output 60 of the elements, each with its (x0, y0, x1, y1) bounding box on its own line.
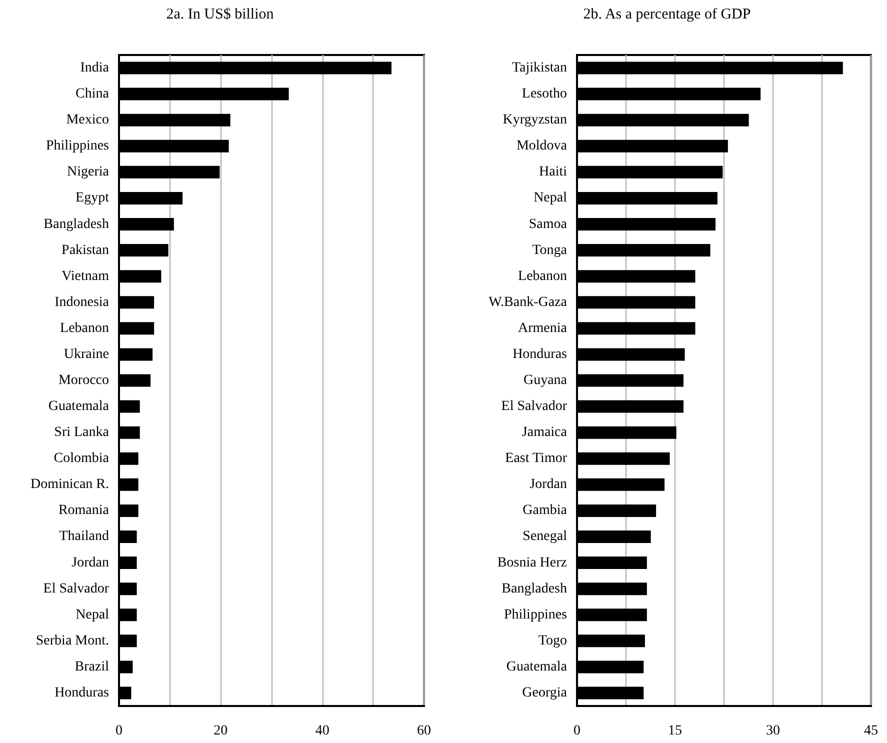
y-tick-label: Senegal (522, 529, 568, 544)
y-tick-label: Bangladesh (502, 581, 567, 596)
y-tick-label: Morocco (58, 373, 109, 388)
x-tick-label: 15 (668, 724, 682, 738)
y-tick-label: El Salvador (501, 399, 568, 414)
y-tick-label: Sri Lanka (54, 425, 110, 440)
y-tick-label: W.Bank-Gaza (488, 294, 568, 310)
y-tick-label: India (80, 60, 110, 76)
y-tick-label: Lesotho (522, 86, 567, 102)
y-tick-label: Samoa (528, 216, 568, 232)
y-tick-label: Vietnam (62, 268, 110, 284)
y-tick-label: Gambia (522, 503, 568, 518)
y-tick-label: Egypt (76, 190, 110, 206)
y-tick-label: Lebanon (518, 268, 567, 284)
y-tick-label: Togo (538, 633, 567, 648)
y-tick-label: Guyana (523, 373, 568, 388)
x-tick-label: 0 (574, 724, 580, 738)
x-tick-label: 30 (766, 724, 780, 738)
y-tick-label: Tonga (532, 242, 568, 258)
x-tick-label: 60 (417, 724, 431, 738)
x-tick-label: 40 (315, 724, 330, 738)
y-tick-label: Brazil (74, 659, 110, 674)
y-tick-label: Moldova (516, 138, 568, 154)
y-tick-label: Haiti (539, 164, 568, 180)
y-tick-label: Honduras (512, 346, 567, 362)
y-tick-label: Nepal (76, 607, 110, 622)
y-tick-label: El Salvador (43, 581, 110, 596)
y-tick-label: Kyrgyzstan (502, 112, 567, 128)
y-tick-label: Serbia Mont. (36, 633, 109, 648)
y-tick-label: Honduras (54, 685, 109, 700)
y-tick-label: Guatemala (506, 659, 568, 674)
y-tick-label: Colombia (54, 451, 110, 466)
y-tick-label: Bangladesh (44, 216, 109, 232)
y-tick-label: Philippines (46, 138, 109, 154)
y-tick-label: East Timor (505, 451, 568, 466)
y-tick-label: Ukraine (64, 346, 109, 362)
chart-title: 2b. As a percentage of GDP (583, 6, 751, 22)
y-tick-label: Jamaica (522, 425, 568, 440)
y-tick-label: Georgia (522, 685, 568, 700)
y-tick-label: Jordan (72, 555, 109, 570)
y-tick-label: Nigeria (67, 164, 110, 180)
y-tick-label: Philippines (504, 607, 567, 622)
y-tick-label: China (76, 86, 110, 102)
y-tick-label: Lebanon (60, 320, 109, 336)
y-tick-label: Dominican R. (30, 477, 109, 492)
y-tick-label: Mexico (66, 112, 109, 128)
y-tick-label: Tajikistan (512, 60, 567, 76)
x-tick-label: 45 (864, 724, 878, 738)
y-tick-label: Pakistan (62, 242, 109, 258)
y-tick-label: Bosnia Herz (497, 555, 567, 570)
y-tick-label: Armenia (518, 320, 568, 336)
y-tick-label: Guatemala (48, 399, 110, 414)
chart-title: 2a. In US$ billion (166, 6, 274, 22)
y-tick-label: Indonesia (54, 294, 110, 310)
y-tick-label: Nepal (534, 190, 568, 206)
x-tick-label: 20 (214, 724, 228, 738)
y-tick-label: Romania (58, 503, 110, 518)
x-tick-label: 0 (116, 724, 122, 738)
y-tick-label: Thailand (59, 529, 109, 544)
y-tick-label: Jordan (530, 477, 567, 492)
